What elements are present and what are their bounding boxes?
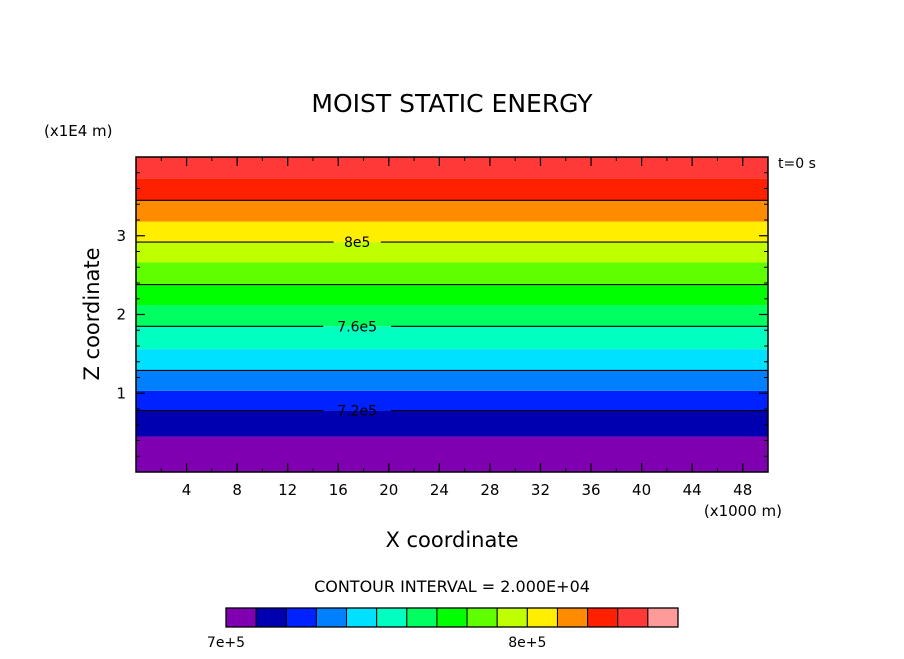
- y-tick-label-0: 1: [116, 384, 126, 402]
- y-unit-label: (x1E4 m): [44, 122, 113, 140]
- x-tick-label-4: 20: [379, 481, 398, 499]
- y-axis-label: Z coordinate: [80, 247, 104, 380]
- colorbar-swatch-6: [406, 607, 438, 628]
- colorbar-swatch-14: [647, 607, 679, 628]
- y-tick-label-1: 2: [116, 306, 126, 324]
- contour-band-0: [136, 436, 768, 472]
- contour-label-0: 7.2e5: [337, 404, 377, 420]
- colorbar-label-0: 7e+5: [207, 635, 245, 651]
- colorbar-swatch-5: [376, 607, 408, 628]
- contour-band-13: [136, 157, 768, 179]
- x-unit-label: (x1000 m): [704, 502, 782, 520]
- x-axis-label: X coordinate: [385, 528, 518, 552]
- colorbar: 7e+5 8e+5: [207, 607, 679, 651]
- colorbar-swatch-0: [225, 607, 257, 628]
- plot-area: [136, 157, 768, 472]
- contour-band-10: [136, 221, 768, 243]
- colorbar-swatch-1: [255, 607, 287, 628]
- contour-label-4: 8e5: [344, 235, 370, 251]
- colorbar-label-1: 8e+5: [508, 635, 546, 651]
- contour-band-12: [136, 178, 768, 201]
- time-label: t=0 s: [778, 156, 816, 172]
- colorbar-swatch-12: [587, 607, 619, 628]
- contour-band-8: [136, 262, 768, 285]
- chart-title: MOIST STATIC ENERGY: [311, 89, 593, 118]
- colorbar-swatch-4: [346, 607, 378, 628]
- x-tick-label-8: 36: [581, 481, 600, 499]
- x-tick-label-3: 16: [329, 481, 348, 499]
- x-tick-label-0: 4: [182, 481, 192, 499]
- contour-band-4: [136, 349, 768, 371]
- contour-band-2: [136, 390, 768, 411]
- colorbar-swatch-13: [617, 607, 649, 628]
- x-tick-label-1: 8: [232, 481, 242, 499]
- x-tick-label-11: 48: [733, 481, 752, 499]
- contour-lines: 7.2e5 7.6e5 8e5: [136, 199, 768, 420]
- contour-band-3: [136, 370, 768, 391]
- contour-band-1: [136, 410, 768, 437]
- x-tick-label-6: 28: [480, 481, 499, 499]
- colorbar-swatch-8: [466, 607, 498, 628]
- colorbar-swatch-3: [315, 607, 348, 628]
- contour-interval-text: CONTOUR INTERVAL = 2.000E+04: [314, 577, 590, 596]
- contour-label-2: 7.6e5: [337, 319, 377, 335]
- x-tick-label-2: 12: [278, 481, 297, 499]
- x-tick-label-9: 40: [632, 481, 651, 499]
- x-tick-label-7: 32: [531, 481, 550, 499]
- x-tick-label-5: 24: [430, 481, 449, 499]
- colorbar-swatch-11: [556, 607, 589, 628]
- colorbar-swatch-2: [285, 607, 317, 628]
- colorbar-swatch-9: [496, 607, 528, 628]
- colorbar-frame: [225, 607, 679, 628]
- y-tick-label-2: 3: [116, 227, 126, 245]
- contour-band-9: [136, 242, 768, 263]
- colorbar-swatch-7: [436, 607, 468, 628]
- colorbar-swatch-10: [526, 607, 558, 628]
- contour-band-7: [136, 284, 768, 306]
- x-tick-label-10: 44: [683, 481, 702, 499]
- contour-band-6: [136, 305, 768, 327]
- contour-band-5: [136, 326, 768, 350]
- contour-band-11: [136, 200, 768, 222]
